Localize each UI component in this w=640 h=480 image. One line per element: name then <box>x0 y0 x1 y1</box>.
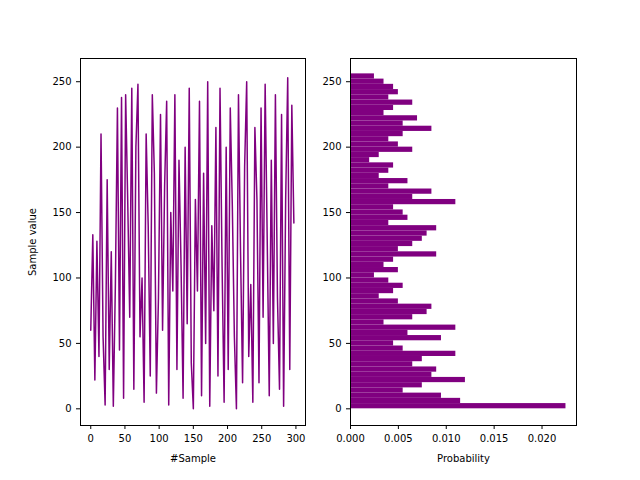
svg-text:0.020: 0.020 <box>528 433 557 444</box>
svg-text:Sample value: Sample value <box>27 208 38 276</box>
svg-text:200: 200 <box>322 141 341 152</box>
svg-text:200: 200 <box>52 141 71 152</box>
svg-text:0: 0 <box>335 403 341 414</box>
svg-text:200: 200 <box>218 433 237 444</box>
svg-text:150: 150 <box>52 207 71 218</box>
svg-text:0.000: 0.000 <box>336 433 365 444</box>
svg-text:250: 250 <box>252 433 271 444</box>
svg-text:0: 0 <box>88 433 94 444</box>
svg-text:250: 250 <box>322 76 341 87</box>
svg-text:300: 300 <box>286 433 305 444</box>
svg-text:0: 0 <box>65 403 71 414</box>
svg-text:#Sample: #Sample <box>170 453 216 464</box>
svg-text:50: 50 <box>329 338 342 349</box>
svg-text:0.010: 0.010 <box>432 433 461 444</box>
svg-text:100: 100 <box>150 433 169 444</box>
svg-text:250: 250 <box>52 76 71 87</box>
svg-text:150: 150 <box>184 433 203 444</box>
svg-text:100: 100 <box>322 272 341 283</box>
svg-text:0.015: 0.015 <box>480 433 509 444</box>
svg-text:50: 50 <box>59 338 72 349</box>
svg-text:50: 50 <box>119 433 132 444</box>
svg-text:0.005: 0.005 <box>384 433 413 444</box>
svg-text:100: 100 <box>52 272 71 283</box>
svg-text:Probability: Probability <box>437 453 490 464</box>
svg-text:150: 150 <box>322 207 341 218</box>
